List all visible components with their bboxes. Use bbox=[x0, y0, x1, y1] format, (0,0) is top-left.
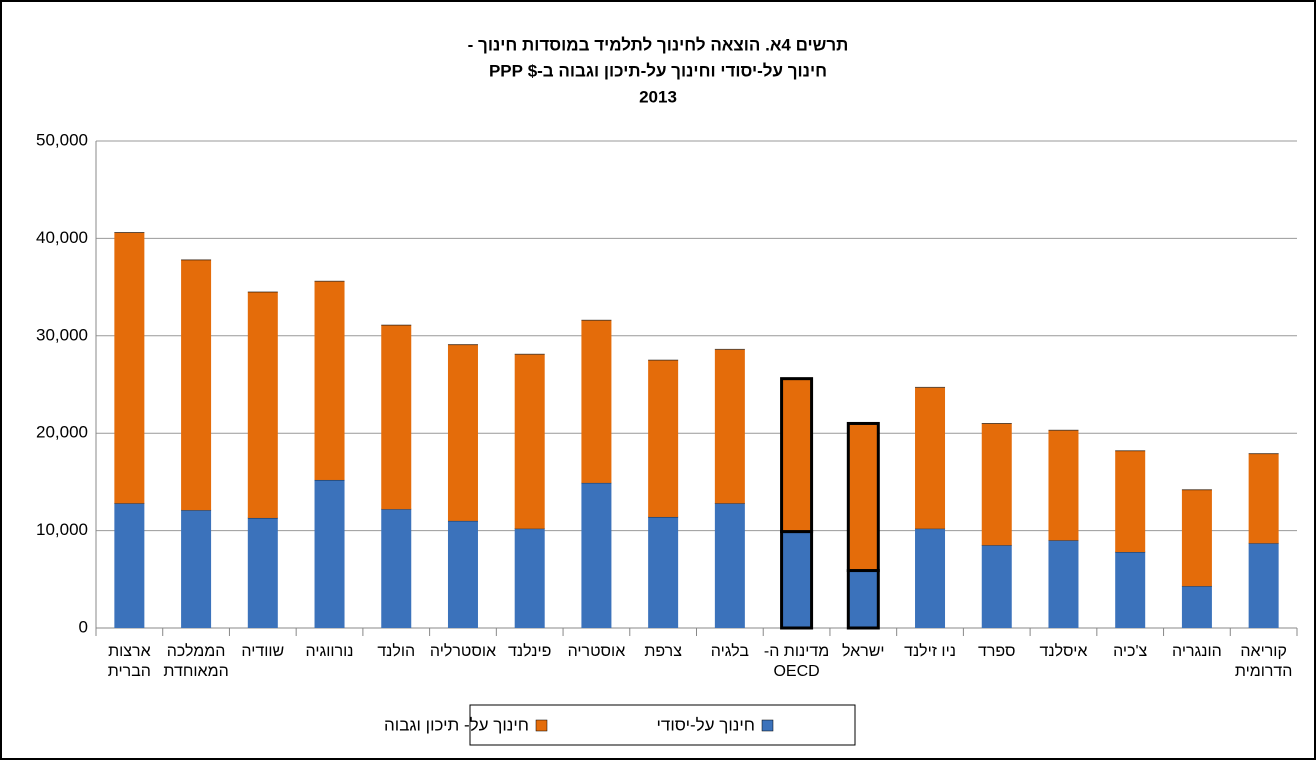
legend-box bbox=[469, 704, 856, 746]
bar-segment bbox=[114, 232, 145, 504]
bar-segment bbox=[181, 259, 212, 511]
bar-segment bbox=[780, 530, 814, 630]
bar-segment bbox=[1181, 489, 1212, 587]
bar-segment bbox=[1248, 543, 1279, 628]
bar-segment bbox=[981, 423, 1012, 546]
bar-segment bbox=[247, 291, 278, 518]
bar-segment bbox=[648, 516, 679, 628]
bar-segment bbox=[447, 520, 478, 628]
chart-title: תרשים 4א. הוצאה לחינוך לתלמיד במוסדות חי… bbox=[468, 35, 849, 54]
bar-segment bbox=[714, 503, 745, 628]
x-tick-label: פינלנד bbox=[508, 642, 551, 660]
x-tick-label: הממלכה המאוחדת bbox=[163, 642, 228, 680]
bar-segment bbox=[581, 482, 612, 628]
x-tick-label: הולנד bbox=[377, 642, 415, 660]
bar-segment bbox=[381, 509, 412, 628]
bar-segment bbox=[514, 354, 545, 529]
bar-segment bbox=[846, 421, 880, 573]
bar-segment bbox=[314, 479, 345, 628]
bar-segment bbox=[314, 281, 345, 480]
bar-segment bbox=[915, 528, 946, 628]
bar-segment bbox=[514, 528, 545, 628]
x-tick-label: ישראל bbox=[842, 642, 885, 660]
bar-segment bbox=[915, 387, 946, 529]
y-tick-label: 40,000 bbox=[36, 228, 88, 247]
bar-segment bbox=[247, 517, 278, 628]
x-tick-label: נורווגיה bbox=[306, 643, 354, 660]
y-tick-label: 10,000 bbox=[36, 520, 88, 539]
x-tick-label: קוריאה הדרומית bbox=[1235, 643, 1293, 680]
x-tick-label: צ'כיה bbox=[1113, 643, 1147, 660]
x-tick-label: אוסטריה bbox=[568, 643, 626, 660]
x-tick-label: ניו זילנד bbox=[904, 642, 956, 660]
bar-segment bbox=[1115, 450, 1146, 553]
bar-segment bbox=[1115, 552, 1146, 628]
x-tick-label: מדינות ה-OECD bbox=[764, 643, 829, 680]
x-tick-label: איסלנד bbox=[1039, 642, 1087, 660]
bar-segment bbox=[1048, 430, 1079, 541]
x-tick-label: ספרד bbox=[978, 643, 1016, 660]
x-tick-label: צרפת bbox=[644, 643, 682, 660]
x-tick-label: הונגריה bbox=[1172, 643, 1222, 660]
bar-segment bbox=[181, 510, 212, 628]
legend-label: חינוך על-יסודי bbox=[657, 715, 755, 734]
bar-segment bbox=[981, 545, 1012, 628]
chart-title: 2013 bbox=[639, 87, 677, 106]
bar-segment bbox=[648, 360, 679, 517]
y-tick-label: 50,000 bbox=[36, 130, 88, 149]
x-tick-label: ארצות הברית bbox=[108, 643, 151, 680]
bar-segment bbox=[114, 503, 145, 628]
bar-segment bbox=[846, 569, 880, 630]
legend-label: חינוך על- תיכון וגבוה bbox=[384, 715, 529, 734]
bar-segment bbox=[381, 325, 412, 510]
x-tick-label: שוודיה bbox=[241, 643, 284, 660]
y-tick-label: 30,000 bbox=[36, 325, 88, 344]
bar-segment bbox=[447, 344, 478, 521]
legend-swatch bbox=[761, 719, 774, 732]
bar-segment bbox=[1048, 540, 1079, 628]
bar-segment bbox=[1181, 586, 1212, 628]
y-tick-label: 0 bbox=[79, 617, 88, 636]
legend-swatch bbox=[535, 719, 548, 732]
bar-segment bbox=[581, 320, 612, 483]
bar-segment bbox=[1248, 453, 1279, 544]
bar-segment bbox=[780, 377, 814, 534]
x-tick-label: בלגיה bbox=[711, 642, 750, 660]
bar-segment bbox=[714, 349, 745, 504]
chart-title: חינוך על-יסודי וחינוך על-תיכון וגבוה ב-$… bbox=[489, 61, 827, 80]
y-tick-label: 20,000 bbox=[36, 423, 88, 442]
x-tick-label: אוסטרליה bbox=[430, 642, 496, 660]
